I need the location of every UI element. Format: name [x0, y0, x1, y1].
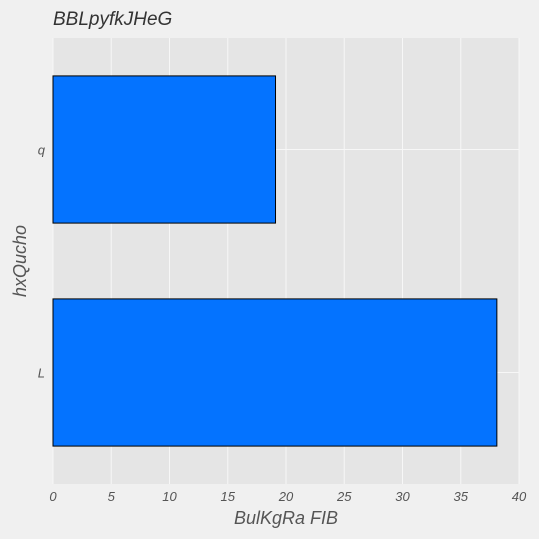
y-tick-label: L — [38, 366, 45, 381]
x-tick-label: 0 — [49, 489, 57, 504]
bars — [52, 75, 498, 447]
x-tick-label: 30 — [395, 489, 410, 504]
x-tick-labels: 0 5 10 15 20 25 30 35 40 — [49, 489, 527, 504]
x-tick-label: 10 — [162, 489, 177, 504]
y-axis-label: hxQucho — [10, 225, 30, 297]
bar-L — [52, 298, 498, 447]
x-tick-label: 40 — [512, 489, 527, 504]
x-tick-label: 20 — [278, 489, 294, 504]
chart-title: BBLpyfkJHeG — [53, 9, 173, 30]
y-tick-label: q — [38, 143, 46, 158]
x-tick-label: 15 — [221, 489, 236, 504]
y-tick-labels: Lq — [38, 143, 46, 381]
x-tick-label: 35 — [454, 489, 469, 504]
x-tick-label: 5 — [108, 489, 116, 504]
x-axis-label: BulKgRa FIB — [234, 508, 338, 528]
bar-q — [52, 75, 277, 224]
x-tick-label: 25 — [336, 489, 352, 504]
